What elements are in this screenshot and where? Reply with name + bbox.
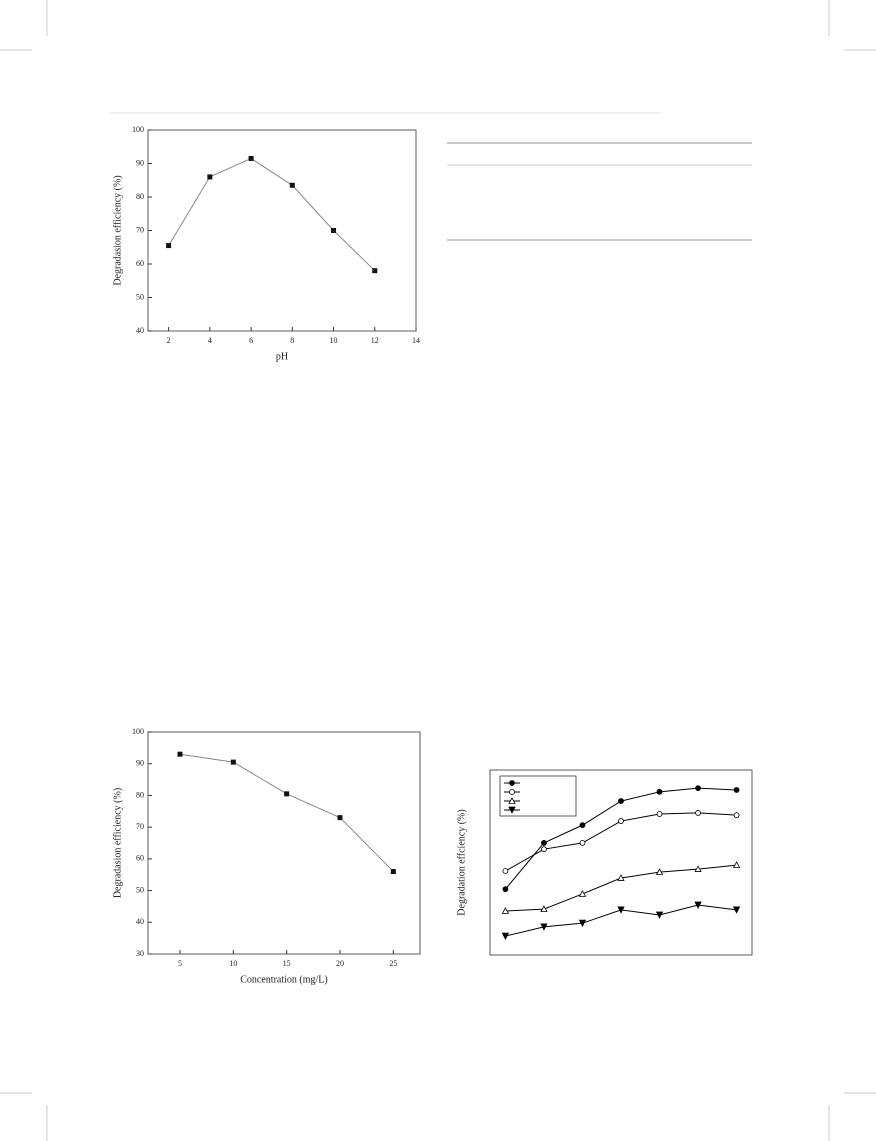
marker [656,788,663,795]
marker [337,815,343,821]
y-tick-label: 30 [136,949,144,958]
marker [230,759,236,765]
x-tick-label: 10 [330,336,338,345]
marker [732,906,741,914]
x-tick-label: 4 [208,336,212,345]
marker [695,810,701,816]
x-tick-label: 6 [249,336,253,345]
marker [501,932,510,941]
x-tick-label: 8 [290,336,294,345]
legend-marker [509,780,515,786]
marker [502,868,509,874]
y-axis-label: Degradasion efficiency (%) [112,788,123,898]
marker [578,919,587,928]
marker [694,865,702,872]
x-tick-label: 10 [229,959,237,968]
series-line [179,753,394,872]
plot-frame [147,129,417,332]
y-tick-label: 80 [136,192,144,201]
y-tick-label: 80 [136,790,144,799]
legend [499,775,577,817]
x-tick-label: 20 [336,959,344,968]
legend-marker [508,806,516,814]
legend-marker [508,797,516,804]
chart: 40 50 60 70 80 90 100 2 4 6 8 10 12 14 pH Degradasion e… [112,125,420,362]
marker [579,822,586,829]
series-line [505,864,737,912]
marker [694,901,702,909]
marker [578,890,587,897]
x-tick-label: 12 [371,336,379,345]
marker [372,268,378,274]
y-tick-label: 90 [136,759,144,768]
y-tick-label: 60 [136,259,144,268]
marker [733,812,740,819]
marker [655,911,664,919]
marker [289,182,295,188]
marker [655,868,664,875]
marker [248,155,254,161]
y-tick-label: 50 [136,292,144,301]
y-tick-label: 70 [136,822,144,831]
marker [695,785,701,792]
marker [618,818,624,824]
x-axis-label: pH [276,351,288,362]
y-tick-label: 60 [136,854,144,863]
y-tick-label: 100 [132,125,144,134]
y-tick-label: 70 [136,225,144,234]
marker [501,907,510,914]
chart: Degradation effciency (%) [456,769,753,956]
marker [331,228,337,233]
marker [540,923,548,931]
y-axis-label: Degradasion efficiency (%) [112,175,123,285]
plot-frame [147,731,421,955]
marker [177,751,183,757]
y-tick-label: 40 [136,326,144,335]
y-tick-label: 90 [136,158,144,167]
marker [733,787,740,793]
legend-marker [509,789,515,795]
marker [618,798,624,804]
marker [617,874,625,881]
marker [540,905,548,912]
marker [284,791,290,797]
x-axis-label: Concentration (mg/L) [240,974,327,985]
y-tick-label: 100 [132,727,144,736]
marker [166,243,172,249]
y-tick-label: 40 [136,917,144,926]
y-tick-label: 50 [136,885,144,894]
y-axis-label: Degradation effciency (%) [456,809,467,915]
marker [579,839,586,846]
marker [617,906,625,914]
marker [207,174,213,180]
x-tick-label: 14 [412,336,420,345]
plot-frame [489,769,753,956]
table-rules [447,142,752,241]
x-tick-label: 25 [389,959,397,968]
marker [656,811,663,817]
chart: 30 40 50 60 70 80 90 100 5 10 15 20 25 Concentration … [112,727,421,985]
series-line [168,157,376,272]
x-tick-label: 5 [178,959,182,968]
x-tick-label: 2 [167,336,171,345]
marker [502,886,509,893]
marker [541,846,547,853]
marker [732,861,741,868]
x-tick-label: 15 [283,959,291,968]
marker [390,869,396,875]
marker [541,839,547,846]
